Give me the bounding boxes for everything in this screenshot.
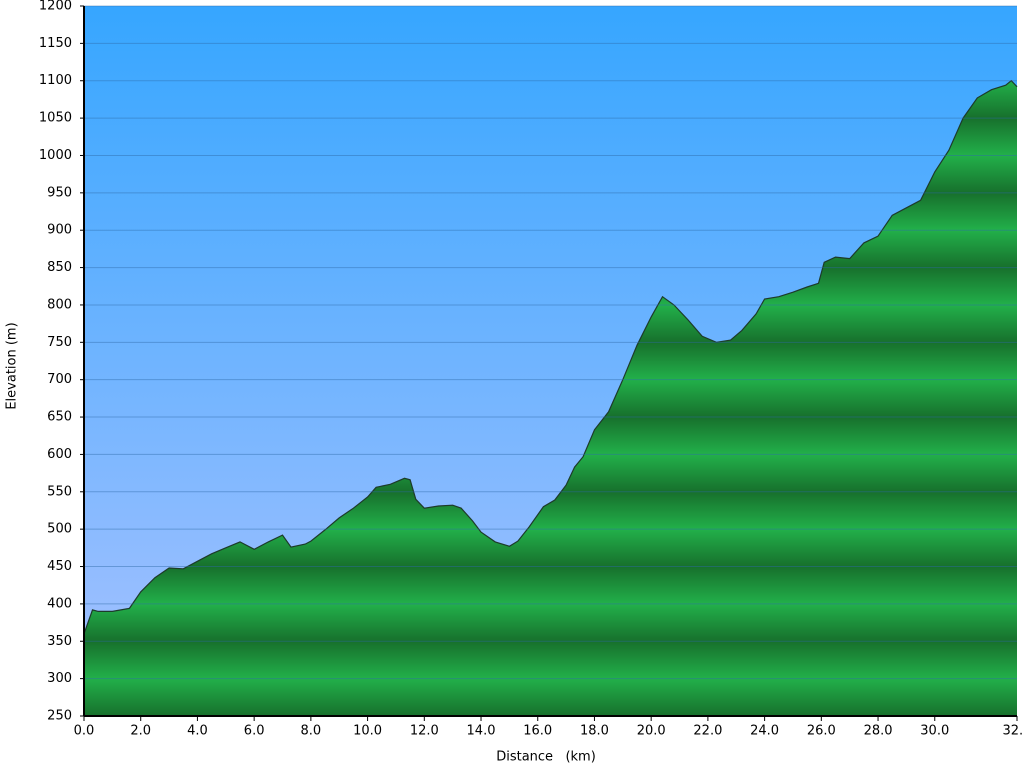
x-tick-label: 10.0: [353, 724, 382, 739]
y-tick-label: 500: [47, 522, 72, 537]
x-tick-label: 12.0: [410, 724, 439, 739]
x-tick-label: 18.0: [580, 724, 609, 739]
area-outline: [83, 79, 1018, 635]
y-tick-label: 550: [47, 484, 72, 499]
x-tick-label: 16.0: [523, 724, 552, 739]
x-tick-label: 2.0: [130, 724, 151, 739]
x-tick-label: 20.0: [637, 724, 666, 739]
y-tick-label: 1100: [39, 73, 72, 88]
x-tick-label: 0.0: [74, 724, 95, 739]
x-tick-label: 4.0: [187, 724, 208, 739]
x-tick-label: 24.0: [750, 724, 779, 739]
y-tick-label: 650: [47, 410, 72, 425]
y-tick-label: 1000: [39, 148, 72, 163]
x-tick-label: 6.0: [244, 724, 265, 739]
y-tick-label: 750: [47, 335, 72, 350]
y-tick-label: 1050: [39, 111, 72, 126]
y-tick-label: 300: [47, 671, 72, 686]
x-tick-label: 14.0: [467, 724, 496, 739]
x-tick-label: 26.0: [807, 724, 836, 739]
y-tick-label: 350: [47, 634, 72, 649]
y-tick-label: 900: [47, 223, 72, 238]
y-tick-label: 800: [47, 297, 72, 312]
y-tick-label: 700: [47, 372, 72, 387]
y-tick-label: 950: [47, 185, 72, 200]
y-tick-label: 1200: [39, 0, 72, 14]
x-tick-label: 8.0: [301, 724, 322, 739]
y-tick-label: 450: [47, 559, 72, 574]
x-tick-label: 22.0: [693, 724, 722, 739]
x-tick-label: 32.9: [1003, 724, 1024, 739]
x-tick-label: 30.0: [920, 724, 949, 739]
x-axis-label: Distance (km): [496, 750, 596, 765]
y-axis-label: Elevation (m): [5, 322, 20, 409]
y-tick-label: 600: [47, 447, 72, 462]
y-tick-label: 400: [47, 596, 72, 611]
y-tick-label: 250: [47, 709, 72, 724]
x-tick-label: 28.0: [864, 724, 893, 739]
y-tick-label: 1150: [39, 36, 72, 51]
area: [84, 80, 1017, 716]
y-tick-label: 850: [47, 260, 72, 275]
